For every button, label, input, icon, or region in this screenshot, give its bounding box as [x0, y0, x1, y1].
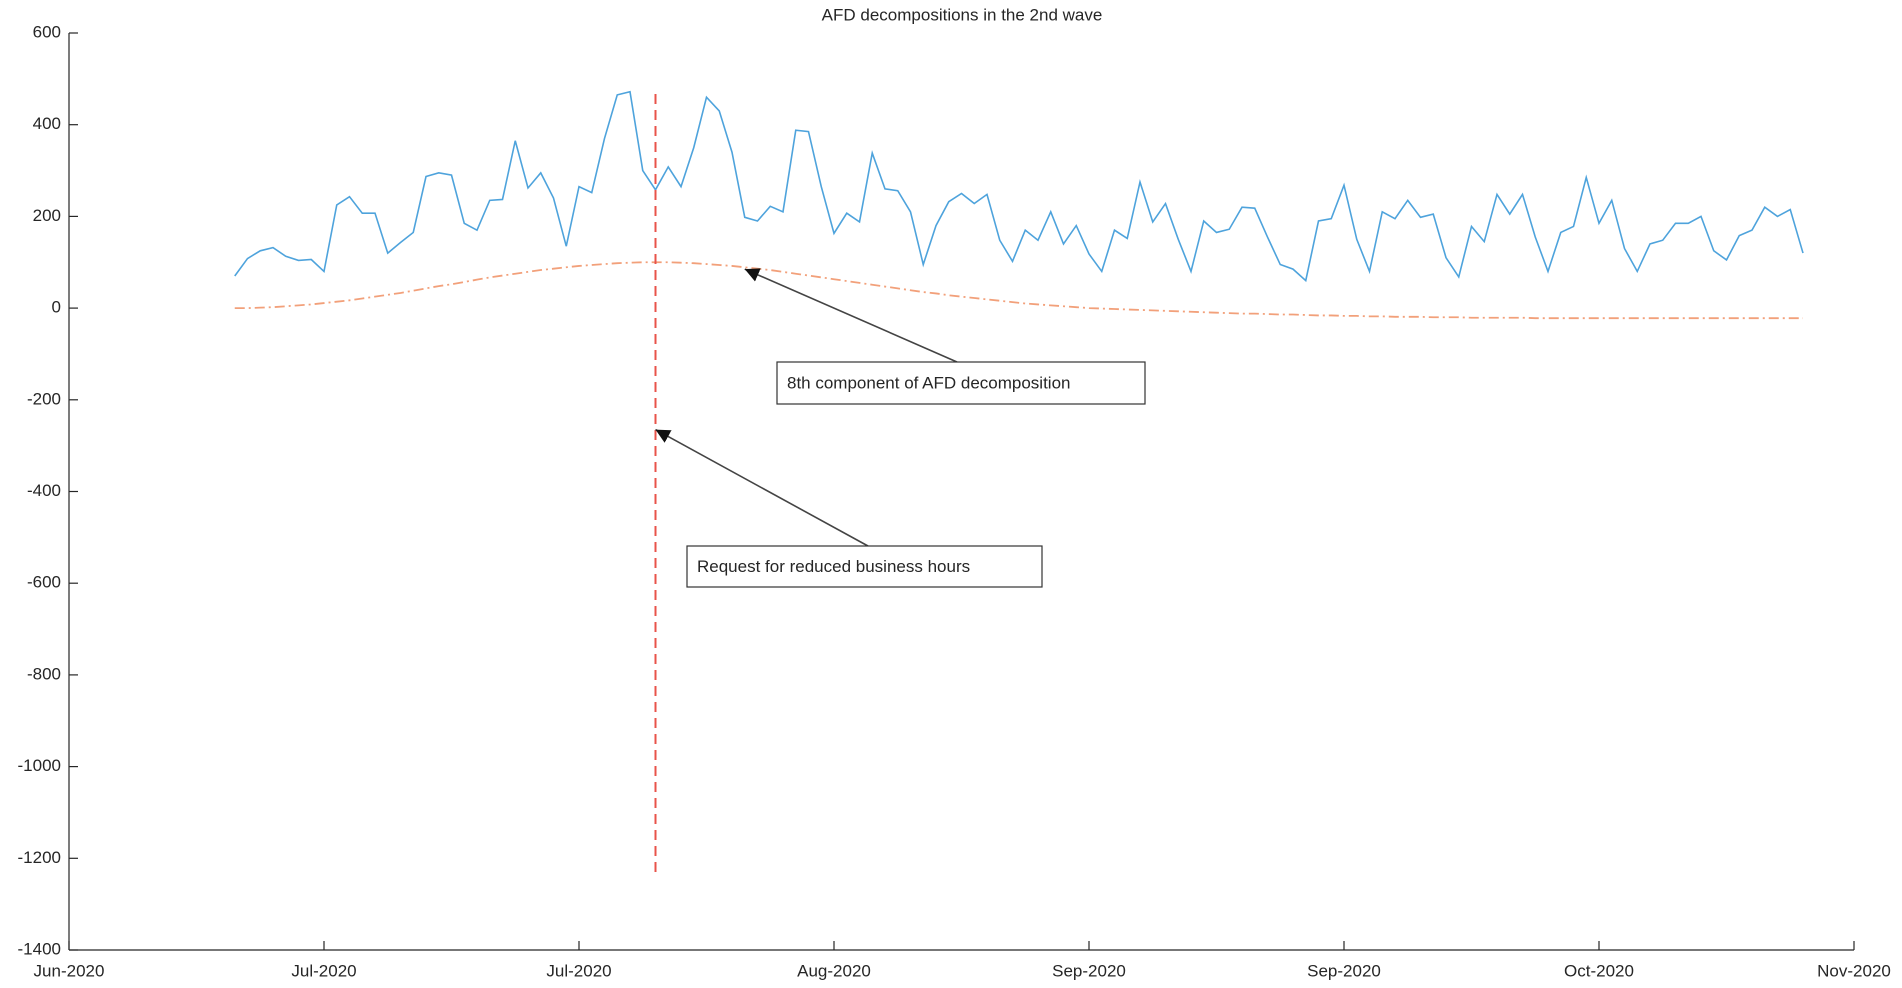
y-tick-label: -1000 [18, 756, 61, 775]
y-tick-label: -1400 [18, 939, 61, 958]
y-tick-label: -1200 [18, 848, 61, 867]
y-tick-label: 600 [33, 22, 61, 41]
x-tick-label: Nov-2020 [1817, 961, 1891, 980]
annotation-arrow [744, 268, 958, 363]
y-tick-label: -600 [27, 573, 61, 592]
data-line [234, 90, 1804, 283]
y-tick-label: 400 [33, 114, 61, 133]
chart-title: AFD decompositions in the 2nd wave [822, 5, 1103, 24]
y-tick-label: -800 [27, 664, 61, 683]
annotation-arrow [655, 428, 869, 547]
x-tick-label: Jun-2020 [34, 961, 105, 980]
y-tick-label: 200 [33, 206, 61, 225]
data-line [234, 261, 1803, 320]
y-tick-label: -200 [27, 389, 61, 408]
annotation-box [686, 545, 1043, 588]
x-tick-label: Sep-2020 [1307, 961, 1381, 980]
y-tick-label: 0 [52, 298, 61, 317]
x-tick-label: Jul-2020 [546, 961, 611, 980]
x-tick-label: Sep-2020 [1052, 961, 1126, 980]
annotation-text: Request for reduced business hours [697, 557, 970, 576]
annotation-box [776, 361, 1146, 405]
annotation-text: 8th component of AFD decomposition [787, 373, 1071, 392]
x-tick-label: Jul-2020 [291, 961, 356, 980]
x-tick-label: Oct-2020 [1564, 961, 1634, 980]
y-tick-label: -400 [27, 481, 61, 500]
x-tick-label: Aug-2020 [797, 961, 871, 980]
